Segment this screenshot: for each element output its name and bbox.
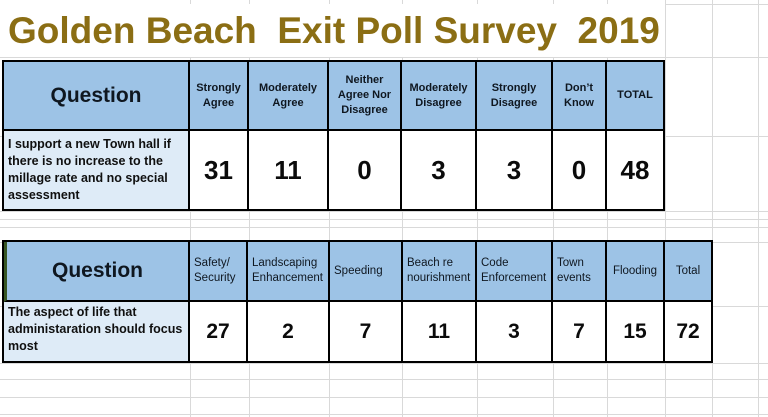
table2-question-cell[interactable]: The aspect of life that administaration …	[4, 302, 190, 361]
table2-value-landscaping[interactable]: 2	[248, 302, 330, 361]
table2-col-landscaping[interactable]: Landscaping Enhancement	[248, 242, 330, 302]
gridline	[0, 211, 768, 212]
table1-col-strongly-disagree[interactable]: Strongly Disagree	[477, 62, 553, 131]
table1-col-moderately-agree[interactable]: Moderately Agree	[249, 62, 329, 131]
gridline	[0, 397, 768, 398]
gridline	[0, 379, 768, 380]
gridline	[0, 414, 768, 415]
gridline	[712, 0, 713, 417]
gridline	[0, 363, 768, 364]
table1-value-strongly-agree[interactable]: 31	[190, 131, 249, 209]
table1-question-header-cell[interactable]: Question	[4, 62, 190, 131]
table-focus-areas: Question Safety/ Security Landscaping En…	[2, 240, 713, 363]
table1-col-dont-know[interactable]: Don’t Know	[553, 62, 607, 131]
table2-value-flooding[interactable]: 15	[607, 302, 665, 361]
table1-value-total[interactable]: 48	[607, 131, 663, 209]
table1-value-strongly-disagree[interactable]: 3	[477, 131, 553, 209]
table2-question-header-cell[interactable]: Question	[4, 242, 190, 302]
table2-col-flooding[interactable]: Flooding	[607, 242, 665, 302]
table1-col-neither[interactable]: Neither Agree Nor Disagree	[329, 62, 402, 131]
gridline	[758, 0, 759, 417]
gridline	[665, 0, 666, 417]
table1-col-strongly-agree[interactable]: Strongly Agree	[190, 62, 249, 131]
table1-question-cell[interactable]: I support a new Town hall if there is no…	[4, 131, 190, 209]
table1-col-moderately-disagree[interactable]: Moderately Disagree	[402, 62, 477, 131]
table1-value-neither[interactable]: 0	[329, 131, 402, 209]
table2-value-town-events[interactable]: 7	[553, 302, 607, 361]
table2-col-speeding[interactable]: Speeding	[330, 242, 403, 302]
gridline	[0, 57, 768, 58]
table2-value-beach-renourishment[interactable]: 11	[403, 302, 477, 361]
table2-value-total[interactable]: 72	[665, 302, 711, 361]
table2-col-total[interactable]: Total	[665, 242, 711, 302]
table1-value-moderately-agree[interactable]: 11	[249, 131, 329, 209]
sheet-title[interactable]: Golden Beach Exit Poll Survey 2019	[0, 4, 665, 57]
gridline	[0, 227, 768, 228]
table2-col-code-enforcement[interactable]: Code Enforcement	[477, 242, 553, 302]
table1-value-moderately-disagree[interactable]: 3	[402, 131, 477, 209]
table1-value-dont-know[interactable]: 0	[553, 131, 607, 209]
table1-col-total[interactable]: TOTAL	[607, 62, 663, 131]
table2-col-safety-security[interactable]: Safety/ Security	[190, 242, 248, 302]
table2-col-beach-renourishment[interactable]: Beach re nourishment	[403, 242, 477, 302]
table2-value-speeding[interactable]: 7	[330, 302, 403, 361]
gridline	[0, 219, 768, 220]
table2-value-safety-security[interactable]: 27	[190, 302, 248, 361]
table2-value-code-enforcement[interactable]: 3	[477, 302, 553, 361]
table-town-hall-support: Question Strongly Agree Moderately Agree…	[2, 60, 665, 211]
table2-col-town-events[interactable]: Town events	[553, 242, 607, 302]
